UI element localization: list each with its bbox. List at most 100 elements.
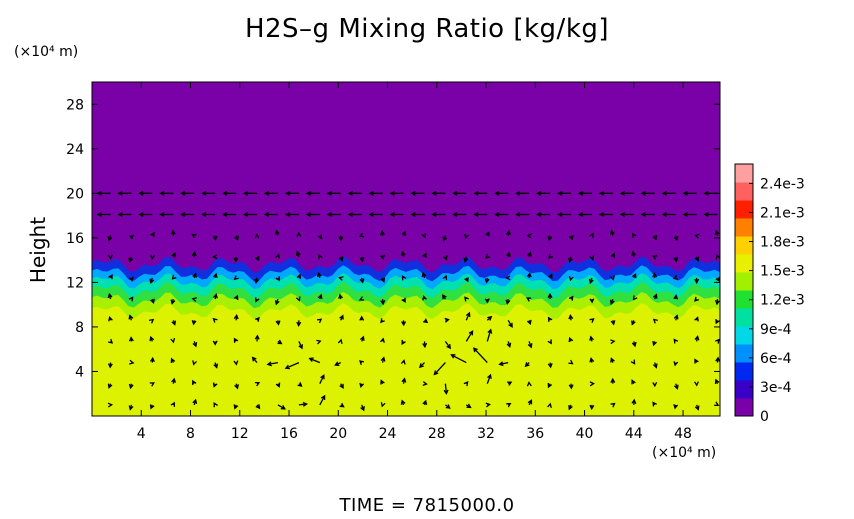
velocity-arrow-head: [515, 190, 521, 196]
velocity-arrow: [433, 362, 446, 375]
velocity-arrow-head: [296, 321, 302, 327]
velocity-arrow-head: [389, 190, 395, 196]
velocity-arrow-head: [254, 316, 260, 322]
velocity-arrow-head: [212, 317, 218, 323]
velocity-arrow-head: [326, 212, 332, 217]
velocity-arrow-head: [589, 298, 595, 304]
velocity-arrow-head: [714, 378, 720, 384]
velocity-arrow-head: [284, 190, 291, 196]
velocity-arrow-head: [445, 404, 451, 409]
velocity-arrow-head: [338, 256, 344, 262]
velocity-arrow-head: [506, 342, 512, 349]
velocity-arrow-head: [191, 250, 197, 257]
time-footer: TIME = 7815000.0: [339, 495, 515, 516]
velocity-arrow-head: [150, 231, 155, 238]
velocity-arrow-head: [233, 360, 239, 366]
velocity-arrow-head: [222, 190, 228, 196]
velocity-arrow-head: [233, 337, 239, 343]
velocity-arrow-head: [274, 229, 280, 235]
velocity-arrow-head: [380, 230, 385, 236]
velocity-arrow-head: [400, 359, 406, 365]
velocity-arrow-head: [360, 406, 365, 412]
velocity-arrow-head: [672, 275, 679, 280]
velocity-arrow-head: [547, 363, 553, 369]
velocity-arrow-head: [201, 212, 207, 217]
velocity-arrow-head: [694, 296, 699, 302]
velocity-arrow-head: [652, 318, 658, 324]
velocity-arrow-head: [714, 229, 720, 236]
colorbar-segment: [735, 308, 753, 327]
velocity-arrow-head: [433, 370, 439, 376]
velocity-arrow-head: [673, 403, 679, 410]
x-tick-label: 32: [477, 426, 495, 442]
velocity-arrow-head: [694, 233, 700, 239]
velocity-arrow-head: [251, 356, 257, 362]
velocity-arrow-head: [473, 190, 479, 196]
velocity-arrow-head: [334, 361, 340, 367]
velocity-arrow-head: [149, 356, 155, 363]
velocity-arrow-head: [547, 292, 553, 299]
velocity-arrow-head: [170, 401, 176, 407]
colorbar-segment: [735, 380, 753, 399]
velocity-arrow-head: [108, 315, 113, 322]
velocity-arrow-head: [347, 212, 353, 217]
velocity-arrow-head: [631, 250, 637, 257]
velocity-arrow-head: [473, 212, 479, 217]
velocity-arrow-head: [589, 357, 595, 363]
velocity-arrow-head: [694, 316, 699, 322]
velocity-arrow-head: [254, 233, 260, 239]
velocity-arrow-head: [296, 231, 302, 237]
x-tick-label: 24: [379, 426, 397, 442]
velocity-arrow-head: [358, 296, 365, 301]
colorbar-segment: [735, 182, 753, 201]
velocity-arrow-head: [463, 257, 469, 263]
velocity-arrow-head: [505, 299, 511, 305]
velocity-arrow-head: [547, 236, 553, 242]
velocity-arrow-head: [468, 330, 474, 336]
velocity-arrow-head: [274, 300, 280, 306]
velocity-arrow-head: [463, 381, 469, 387]
colorbar-tick-label: 3e-4: [760, 380, 792, 396]
velocity-arrow-head: [213, 293, 218, 299]
y-tick-label: 20: [66, 186, 84, 202]
velocity-arrow-head: [254, 278, 260, 285]
velocity-arrow-head: [298, 344, 303, 350]
velocity-arrow-head: [234, 235, 239, 241]
velocity-arrow-head: [359, 335, 365, 341]
velocity-arrow-head: [610, 402, 616, 408]
velocity-arrow-head: [421, 233, 427, 239]
velocity-arrow-head: [170, 337, 176, 344]
velocity-arrow-head: [589, 255, 595, 261]
velocity-arrow-head: [694, 278, 700, 285]
velocity-arrow-head: [275, 276, 280, 282]
velocity-arrow-head: [128, 314, 134, 320]
velocity-arrow-head: [694, 335, 700, 341]
velocity-arrow-head: [280, 405, 286, 410]
velocity-arrow-head: [212, 235, 218, 242]
velocity-arrow: [465, 330, 474, 342]
velocity-arrow-head: [484, 278, 490, 284]
velocity-arrow-head: [631, 398, 637, 404]
velocity-arrow: [473, 347, 488, 364]
velocity-arrow-head: [431, 212, 437, 217]
velocity-arrow-head: [682, 212, 688, 217]
velocity-arrow: [486, 374, 492, 384]
velocity-arrow-head: [129, 359, 135, 365]
velocity-arrow-head: [577, 190, 584, 196]
velocity-arrow-head: [254, 334, 260, 340]
velocity-arrow-head: [610, 252, 616, 258]
velocity-arrow-head: [401, 275, 407, 281]
velocity-arrow-head: [320, 394, 326, 400]
velocity-arrow-head: [422, 381, 428, 387]
velocity-arrow-head: [107, 292, 113, 299]
velocity-arrow-head: [108, 338, 114, 344]
velocity-arrow-head: [339, 402, 345, 408]
velocity-arrow-head: [548, 253, 554, 259]
velocity-arrow-head: [442, 274, 448, 281]
velocity-arrow-head: [442, 255, 448, 261]
velocity-arrow-head: [213, 402, 218, 408]
velocity-arrow-head: [464, 277, 469, 283]
x-tick-label: 8: [186, 426, 195, 442]
x-tick-label: 48: [674, 426, 692, 442]
velocity-arrow-head: [255, 404, 261, 410]
